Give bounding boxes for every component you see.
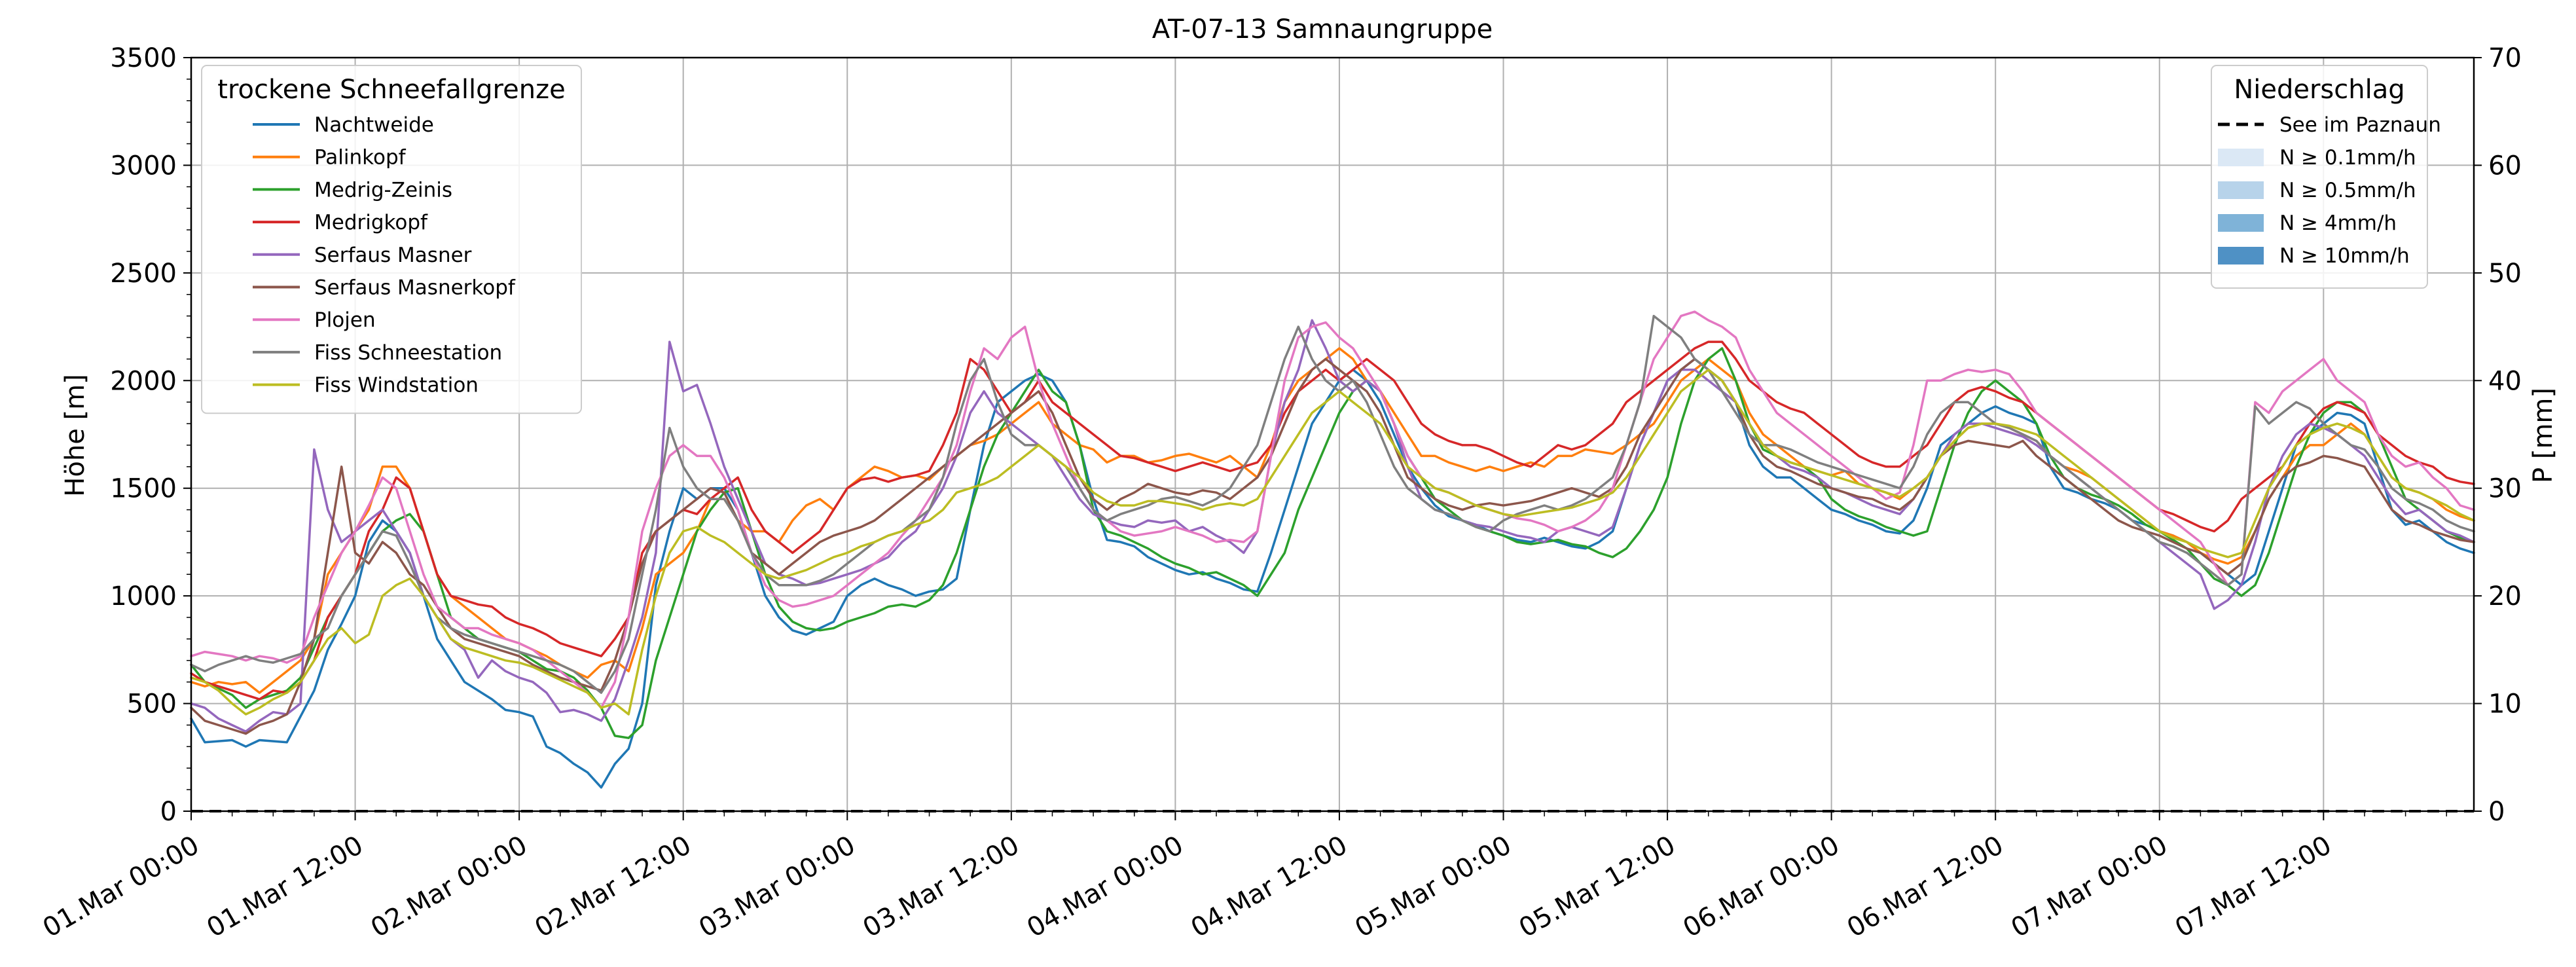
legend-left-title: trockene Schneefallgrenze	[217, 75, 565, 105]
y-tick-label-left: 3500	[110, 43, 177, 73]
legend-label: Nachtweide	[314, 113, 434, 137]
legend-label: Plojen	[314, 308, 376, 332]
legend-label: N ≥ 10mm/h	[2279, 244, 2410, 268]
legend-label: Serfaus Masner	[314, 244, 472, 267]
legend-label: N ≥ 4mm/h	[2279, 211, 2397, 235]
legend-left-box	[201, 65, 582, 414]
series-line-medrig-zeinis	[190, 347, 2475, 739]
series-line-plojen	[190, 310, 2475, 709]
y-tick-label-right: 50	[2488, 259, 2522, 289]
y-tick-label-right: 10	[2488, 689, 2522, 720]
legend-snowline: trockene Schneefallgrenze Nachtweide Palin…	[201, 65, 582, 414]
legend-swatch-patch	[2218, 247, 2264, 265]
series-line-fiss-schneestation	[190, 314, 2475, 694]
legend-label: N ≥ 0.1mm/h	[2279, 146, 2416, 170]
y-tick-label-left: 0	[160, 797, 177, 827]
legend-right-box	[2211, 65, 2428, 289]
y-tick-label-left: 500	[127, 689, 177, 720]
chart-title: AT-07-13 Samnaungruppe	[1152, 14, 1493, 45]
legend-label: Palinkopf	[314, 146, 407, 170]
y-tick-label-right: 30	[2488, 474, 2522, 504]
series-lines	[190, 310, 2475, 789]
legend-swatch-patch	[2218, 149, 2264, 166]
y-tick-label-left: 3000	[110, 151, 177, 181]
y-tick-label-right: 20	[2488, 581, 2522, 611]
legend-precipitation: Niederschlag See im Paznaun N ≥ 0.1mm/h N ≥…	[2211, 65, 2441, 289]
legend-label: See im Paznaun	[2279, 113, 2441, 137]
legend-label: Medrig-Zeinis	[314, 178, 452, 202]
legend-label: Fiss Schneestation	[314, 341, 502, 365]
series-line-nachtweide	[190, 357, 2475, 789]
y-tick-label-left: 2000	[110, 366, 177, 396]
legend-swatch-patch	[2218, 214, 2264, 232]
legend-label: Medrigkopf	[314, 211, 428, 234]
y-tick-label-right: 0	[2488, 797, 2505, 827]
legend-label: N ≥ 0.5mm/h	[2279, 179, 2416, 202]
y-tick-label-right: 70	[2488, 43, 2522, 73]
y-tick-label-left: 1500	[110, 474, 177, 504]
y-axis-label-right: P [mm]	[2528, 388, 2558, 483]
legend-swatch-patch	[2218, 181, 2264, 199]
y-tick-label-right: 60	[2488, 151, 2522, 181]
y-tick-label-left: 1000	[110, 581, 177, 611]
legend-right-title: Niederschlag	[2234, 75, 2404, 105]
legend-label: Fiss Windstation	[314, 374, 479, 397]
y-tick-label-left: 2500	[110, 259, 177, 289]
y-axis-label-left: Höhe [m]	[60, 374, 90, 496]
legend-label: Serfaus Masnerkopf	[314, 276, 516, 300]
series-line-fiss-windstation	[190, 369, 2475, 716]
y-tick-label-right: 40	[2488, 366, 2522, 396]
